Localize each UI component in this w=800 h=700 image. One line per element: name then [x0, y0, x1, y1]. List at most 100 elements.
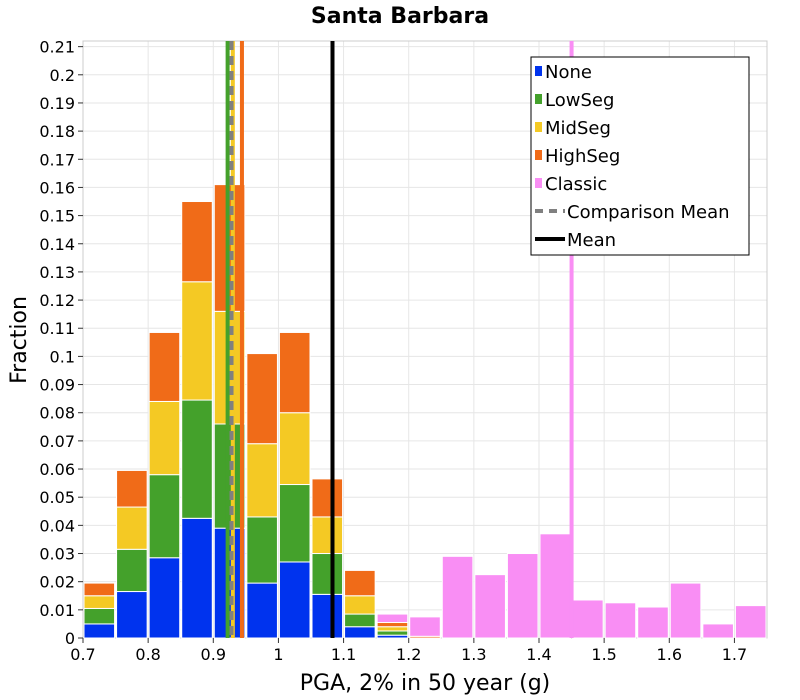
y-tick-label-2: 0.02: [39, 573, 75, 592]
bar-lowseg-6: [278, 484, 311, 563]
y-tick-label-21: 0.21: [39, 38, 75, 57]
y-tick-label-10: 0.1: [50, 347, 75, 366]
y-tick-label-4: 0.04: [39, 516, 75, 535]
chart-title: Santa Barbara: [311, 4, 489, 29]
bar-classic-8: [637, 606, 669, 639]
legend-label-mean: Mean: [567, 230, 616, 251]
bar-lowseg-5: [246, 516, 278, 584]
bar-none-1: [116, 591, 148, 639]
legend-swatch-classic: [535, 178, 542, 188]
y-tick-label-15: 0.15: [39, 207, 75, 226]
bar-midseg-0: [83, 595, 116, 609]
x-axis-ticks: 0.7 0.8 0.9 1 1.1 1.2 1.3 1.4 1.5 1.6 1.7: [70, 638, 747, 664]
bar-classic-10: [702, 623, 734, 639]
bar-none-5: [246, 582, 278, 639]
bar-none-0: [83, 623, 116, 639]
bar-lowseg-0: [83, 607, 116, 625]
x-tick-label-0: 0.7: [70, 645, 95, 664]
bar-midseg-8: [344, 595, 376, 615]
x-tick-label-3: 1: [273, 645, 283, 664]
bar-classic-4: [506, 553, 539, 639]
x-tick-label-10: 1.7: [722, 645, 747, 664]
legend-swatch-highseg: [535, 150, 542, 160]
bar-highseg-2: [148, 331, 181, 402]
bar-lowseg-2: [148, 474, 181, 559]
legend-label-highseg: HighSeg: [545, 146, 620, 167]
bar-highseg-1: [116, 469, 148, 508]
bar-highseg-3: [181, 201, 213, 283]
y-tick-label-5: 0.05: [39, 488, 75, 507]
x-tick-label-4: 1.1: [331, 645, 356, 664]
bar-midseg-3: [181, 281, 213, 401]
y-tick-label-9: 0.09: [39, 376, 75, 395]
bar-classic-2: [441, 555, 474, 639]
y-tick-label-13: 0.13: [39, 263, 75, 282]
bar-lowseg-3: [181, 399, 213, 519]
bar-classic-5: [539, 533, 572, 639]
bar-classic-0: [376, 613, 409, 624]
bar-midseg-6: [278, 412, 311, 486]
y-tick-label-1: 0.01: [39, 601, 75, 620]
x-tick-label-6: 1.3: [461, 645, 486, 664]
legend-label-comparison-mean: Comparison Mean: [567, 202, 730, 223]
bar-none-3: [181, 517, 213, 639]
y-tick-label-17: 0.17: [39, 150, 75, 169]
bar-classic-11: [734, 605, 767, 639]
bar-classic-6: [572, 599, 604, 639]
bar-highseg-7: [311, 478, 344, 518]
y-tick-label-18: 0.18: [39, 122, 75, 141]
bar-lowseg-8: [344, 613, 376, 628]
bar-highseg-6: [278, 331, 311, 414]
bar-lowseg-7: [311, 553, 344, 595]
y-tick-label-8: 0.08: [39, 404, 75, 423]
y-tick-label-19: 0.19: [39, 94, 75, 113]
x-tick-label-1: 0.8: [135, 645, 160, 664]
bar-highseg-8: [344, 569, 376, 597]
bars-group: [83, 184, 767, 639]
x-tick-label-2: 0.9: [201, 645, 226, 664]
bar-midseg-5: [246, 443, 278, 518]
bar-none-7: [311, 593, 344, 639]
y-tick-label-7: 0.07: [39, 432, 75, 451]
bar-none-8: [344, 626, 376, 639]
x-tick-label-7: 1.4: [526, 645, 551, 664]
legend-swatch-midseg: [535, 122, 542, 132]
legend-swatch-none: [535, 66, 542, 76]
legend-label-none: None: [545, 62, 592, 83]
y-tick-label-0: 0: [65, 629, 75, 648]
bar-highseg-0: [83, 582, 116, 597]
y-tick-label-20: 0.2: [50, 66, 75, 85]
bar-lowseg-1: [116, 548, 148, 593]
x-tick-label-8: 1.5: [591, 645, 616, 664]
legend-box: [530, 56, 750, 256]
x-tick-label-5: 1.2: [396, 645, 421, 664]
bar-midseg-2: [148, 400, 181, 476]
y-axis-ticks: 0 0.01 0.02 0.03 0.04 0.05 0.06 0.07 0.08 0.09 0.1…: [39, 38, 83, 648]
x-tick-label-9: 1.6: [657, 645, 682, 664]
legend: None LowSeg MidSeg HighSeg Classic Comparison…: [530, 56, 750, 256]
x-axis-title: PGA, 2% in 50 year (g): [300, 671, 551, 696]
legend-label-lowseg: LowSeg: [545, 90, 614, 111]
legend-swatch-lowseg: [535, 94, 542, 104]
bar-highseg-9: [376, 622, 409, 628]
bar-lowseg-9: [376, 630, 409, 636]
y-tick-label-14: 0.14: [39, 235, 75, 254]
bar-midseg-7: [311, 516, 344, 555]
bar-classic-1: [409, 616, 441, 637]
y-tick-label-12: 0.12: [39, 291, 75, 310]
legend-label-midseg: MidSeg: [545, 118, 611, 139]
bar-none-6: [278, 561, 311, 639]
bar-highseg-5: [246, 353, 278, 445]
y-tick-label-6: 0.06: [39, 460, 75, 479]
bar-classic-7: [604, 602, 637, 639]
bar-none-2: [148, 557, 181, 639]
y-tick-label-16: 0.16: [39, 178, 75, 197]
y-axis-title: Fraction: [7, 296, 32, 384]
legend-label-classic: Classic: [545, 174, 607, 195]
bar-midseg-1: [116, 506, 148, 550]
bar-midseg-9: [376, 626, 409, 632]
y-tick-label-3: 0.03: [39, 545, 75, 564]
bar-classic-3: [474, 574, 506, 639]
y-tick-label-11: 0.11: [39, 319, 75, 338]
